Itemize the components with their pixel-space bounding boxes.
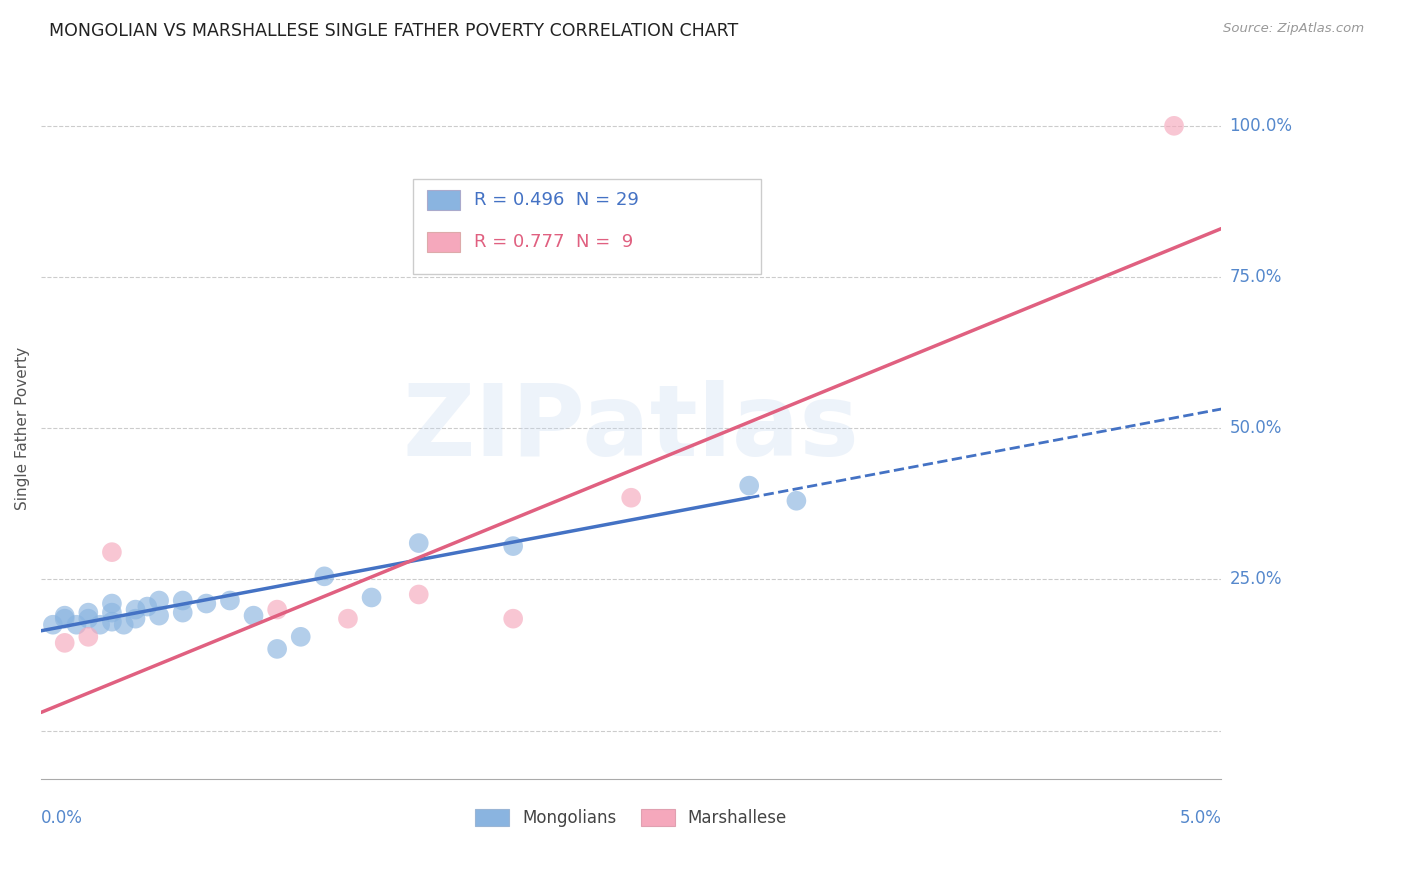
Point [219,593,242,607]
Y-axis label: Single Father Poverty: Single Father Poverty [15,347,30,509]
Text: R = 0.777  N =  9: R = 0.777 N = 9 [474,234,634,252]
Point [266,602,288,616]
Point [101,545,124,559]
Point [738,478,761,492]
Bar [427,190,460,210]
Point [336,612,359,626]
Point [785,493,807,508]
Legend: Mongolians, Marshallese: Mongolians, Marshallese [468,802,794,834]
Point [101,615,124,629]
Point [1163,119,1185,133]
Point [408,536,430,550]
Point [53,636,76,650]
Point [266,641,288,656]
Point [65,617,87,632]
Text: 5.0%: 5.0% [1180,809,1222,828]
Point [124,602,146,616]
Point [290,630,312,644]
Text: 50.0%: 50.0% [1230,419,1282,437]
Text: 0.0%: 0.0% [41,809,83,828]
Point [314,569,336,583]
Point [124,612,146,626]
Point [242,608,264,623]
Point [620,491,643,505]
Point [172,593,194,607]
Point [136,599,159,614]
Point [195,597,218,611]
Text: MONGOLIAN VS MARSHALLESE SINGLE FATHER POVERTY CORRELATION CHART: MONGOLIAN VS MARSHALLESE SINGLE FATHER P… [49,22,738,40]
Point [502,612,524,626]
Text: 100.0%: 100.0% [1230,117,1292,135]
Point [53,612,76,626]
Point [502,539,524,553]
Point [148,608,170,623]
Point [360,591,382,605]
Text: 25.0%: 25.0% [1230,570,1282,589]
Point [77,612,100,626]
Point [77,606,100,620]
Point [77,630,100,644]
Point [101,606,124,620]
Point [148,593,170,607]
Point [172,606,194,620]
Point [89,617,111,632]
Bar [427,233,460,252]
FancyBboxPatch shape [413,179,761,274]
Point [42,617,65,632]
Text: R = 0.496  N = 29: R = 0.496 N = 29 [474,191,640,210]
Point [408,587,430,601]
Point [112,617,135,632]
Point [53,608,76,623]
Text: 75.0%: 75.0% [1230,268,1282,286]
Text: Source: ZipAtlas.com: Source: ZipAtlas.com [1223,22,1364,36]
Text: ZIPatlas: ZIPatlas [402,380,859,476]
Point [101,597,124,611]
